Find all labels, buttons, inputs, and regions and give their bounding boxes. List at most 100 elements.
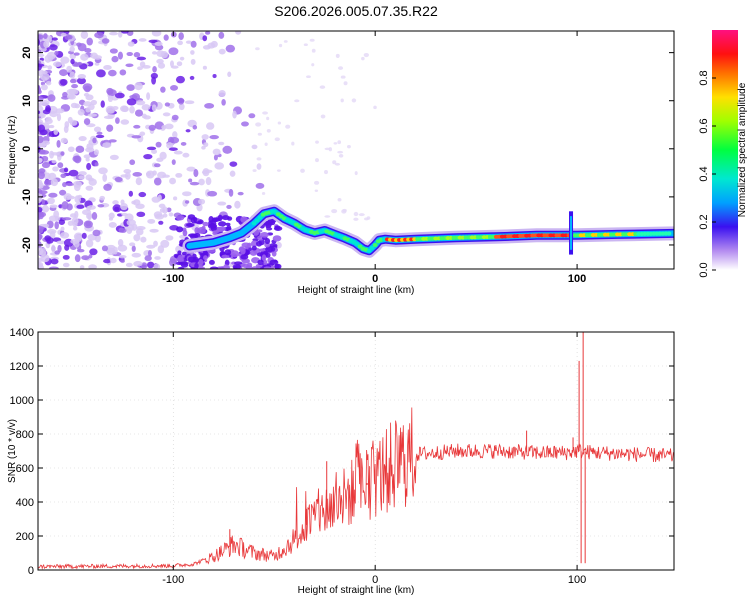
noise-blob <box>333 142 338 145</box>
noise-blob <box>39 226 45 230</box>
noise-blob <box>43 223 50 228</box>
noise-blob <box>169 177 177 185</box>
noise-blob <box>52 166 59 172</box>
noise-blob <box>226 204 232 209</box>
noise-blob <box>203 255 208 261</box>
noise-blob <box>234 261 243 265</box>
noise-blob <box>80 31 89 39</box>
noise-blob <box>84 48 92 53</box>
noise-blob <box>38 233 42 242</box>
noise-blob <box>82 83 93 92</box>
noise-blob <box>159 151 167 160</box>
colorbar-tick-label: 0.2 <box>698 214 710 229</box>
noise-blob <box>126 84 135 92</box>
noise-blob <box>147 249 152 257</box>
spectrogram-y-label: Frequency (Hz) <box>7 116 18 185</box>
noise-blob <box>96 131 103 135</box>
noise-blob <box>72 226 78 231</box>
noise-blob <box>315 158 319 163</box>
noise-blob <box>364 217 369 221</box>
noise-blob <box>199 266 205 269</box>
noise-blob <box>133 234 141 242</box>
noise-blob <box>217 214 223 222</box>
noise-blob <box>38 171 45 180</box>
noise-blob <box>157 194 162 202</box>
noise-blob <box>186 166 196 172</box>
y-tick-label: 1400 <box>10 327 34 339</box>
x-tick-label: 0 <box>372 273 378 285</box>
noise-blob <box>218 221 227 227</box>
noise-blob <box>47 65 53 70</box>
noise-blob <box>151 76 157 85</box>
noise-blob <box>131 252 142 258</box>
noise-blob <box>71 84 79 89</box>
noise-blob <box>358 213 365 217</box>
noise-blob <box>155 141 162 148</box>
noise-blob <box>193 169 199 178</box>
noise-blob <box>71 217 79 225</box>
noise-blob <box>283 40 288 43</box>
noise-blob <box>328 147 333 152</box>
noise-blob <box>112 200 119 205</box>
noise-blob <box>136 56 147 61</box>
noise-blob <box>340 98 344 103</box>
noise-blob <box>221 99 226 106</box>
noise-blob <box>221 215 230 221</box>
noise-blob <box>343 81 348 86</box>
noise-blob <box>214 162 225 170</box>
noise-blob <box>315 140 319 144</box>
noise-blob <box>225 222 231 226</box>
noise-blob <box>196 228 202 234</box>
noise-blob <box>190 58 196 65</box>
noise-blob <box>157 62 166 69</box>
y-tick-label: 1200 <box>10 361 34 373</box>
noise-blob <box>218 48 226 55</box>
noise-blob <box>182 227 187 232</box>
noise-blob <box>85 107 91 113</box>
noise-blob <box>45 80 52 86</box>
noise-blob <box>48 266 59 269</box>
noise-blob <box>69 78 77 84</box>
noise-blob <box>38 206 43 213</box>
noise-blob <box>154 213 165 220</box>
ridge-core <box>372 242 378 247</box>
noise-blob <box>129 159 136 166</box>
noise-blob <box>41 161 51 169</box>
ridge-core <box>254 218 260 223</box>
noise-blob <box>264 142 268 146</box>
noise-blob <box>83 92 90 97</box>
noise-blob <box>129 94 138 99</box>
noise-blob <box>205 31 211 35</box>
noise-blob <box>229 161 238 167</box>
noise-blob <box>53 129 59 136</box>
noise-blob <box>148 124 156 131</box>
noise-blob <box>202 45 211 50</box>
noise-blob <box>331 208 338 214</box>
noise-blob <box>126 51 133 57</box>
noise-blob <box>274 225 281 231</box>
noise-blob <box>56 113 62 122</box>
noise-blob <box>335 53 340 58</box>
noise-blob <box>137 66 143 71</box>
noise-blob <box>180 141 187 146</box>
noise-blob <box>85 185 94 191</box>
noise-blob <box>124 226 131 230</box>
noise-blob <box>89 248 98 256</box>
noise-blob <box>181 251 187 256</box>
noise-blob <box>86 61 94 67</box>
noise-blob <box>60 226 65 232</box>
noise-blob <box>38 211 47 218</box>
noise-blob <box>59 232 70 239</box>
noise-blob <box>50 258 59 265</box>
noise-blob <box>38 63 42 71</box>
noise-blob <box>120 202 128 211</box>
noise-blob <box>237 191 244 196</box>
noise-blob <box>94 162 99 167</box>
chart-title: S206.2026.005.07.35.R22 <box>274 3 438 19</box>
noise-blob <box>334 162 341 166</box>
noise-blob <box>226 224 232 232</box>
noise-blob <box>151 104 157 112</box>
noise-blob <box>311 63 315 67</box>
